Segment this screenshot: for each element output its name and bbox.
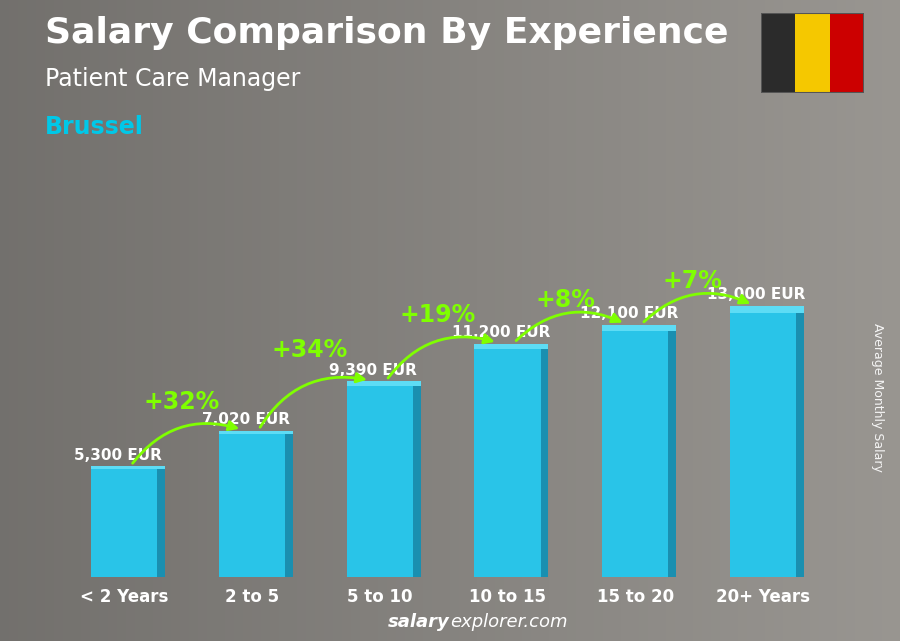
Bar [541,344,548,349]
Bar [541,344,548,577]
Text: 11,200 EUR: 11,200 EUR [452,325,550,340]
Bar [760,13,795,93]
Bar [413,381,420,577]
Text: +7%: +7% [662,269,723,294]
Text: Salary Comparison By Experience: Salary Comparison By Experience [45,16,728,50]
Text: explorer.com: explorer.com [450,613,568,631]
Bar [413,381,420,386]
Bar [830,13,864,93]
Bar [669,325,676,577]
Text: 5,300 EUR: 5,300 EUR [74,447,162,463]
Text: +34%: +34% [272,338,347,362]
Bar [730,306,796,313]
Text: Patient Care Manager: Patient Care Manager [45,67,301,91]
Text: +19%: +19% [399,303,475,327]
Text: +8%: +8% [535,288,595,312]
Text: Average Monthly Salary: Average Monthly Salary [871,323,884,472]
Text: Brussel: Brussel [45,115,144,139]
Bar [796,306,804,313]
Bar [219,431,285,577]
Bar [285,431,292,435]
Bar [346,381,413,386]
Bar [91,467,158,469]
Text: 9,390 EUR: 9,390 EUR [329,363,418,378]
Bar [158,467,165,577]
Bar [602,325,669,577]
Bar [602,325,669,331]
Bar [285,431,292,577]
Text: 7,020 EUR: 7,020 EUR [202,412,290,427]
Bar [91,467,158,577]
Bar [346,381,413,577]
Bar [158,467,165,469]
Bar [474,344,541,577]
Bar [219,431,285,435]
Bar [730,306,796,577]
Bar [796,306,804,577]
Text: salary: salary [388,613,450,631]
Bar [795,13,830,93]
Bar [669,325,676,331]
Text: +32%: +32% [144,390,220,414]
Text: 13,000 EUR: 13,000 EUR [707,287,806,303]
Text: 12,100 EUR: 12,100 EUR [580,306,678,321]
Bar [474,344,541,349]
